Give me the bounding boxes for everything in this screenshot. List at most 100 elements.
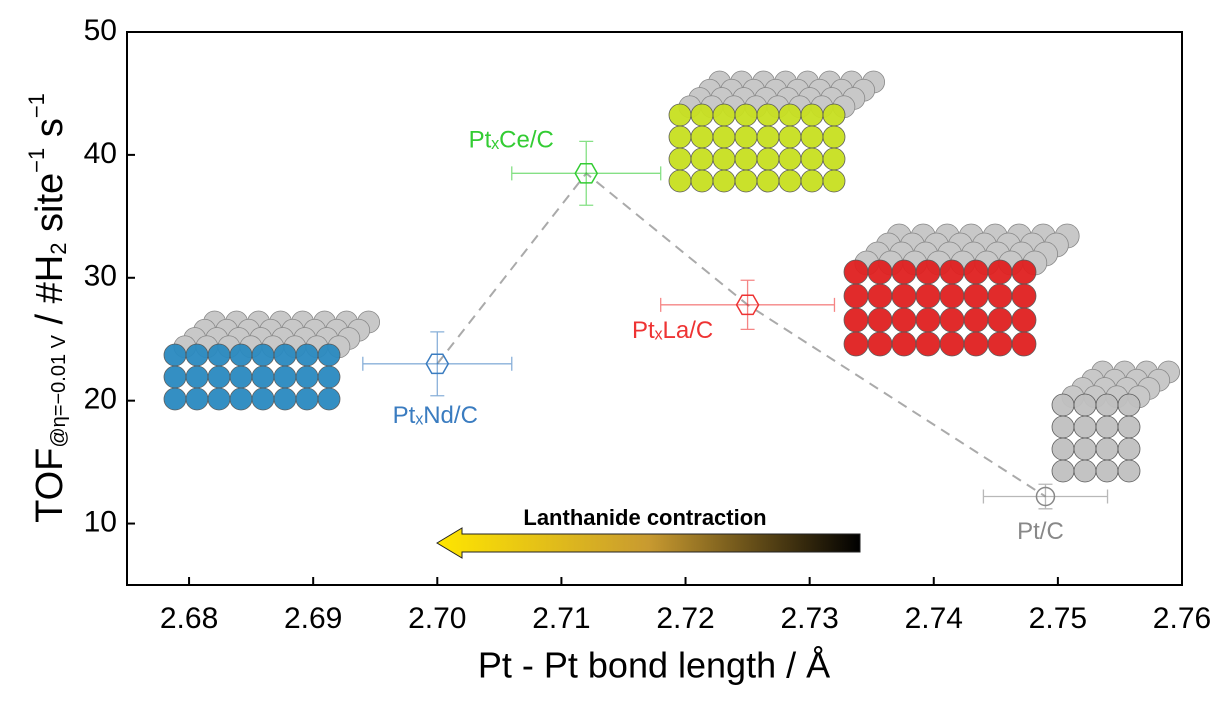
atom — [1073, 393, 1097, 417]
y-error-bar — [740, 279, 755, 331]
atom — [295, 365, 319, 389]
atom — [822, 125, 846, 149]
atom — [185, 343, 209, 367]
atom — [987, 259, 1013, 285]
atom — [690, 147, 714, 171]
atom — [939, 331, 965, 357]
atom — [963, 331, 989, 357]
atom — [800, 169, 824, 193]
atom — [939, 283, 965, 309]
atom — [915, 331, 941, 357]
atom — [756, 169, 780, 193]
atom — [987, 307, 1013, 333]
atom — [251, 387, 275, 411]
y-error-bar — [1038, 483, 1053, 510]
atom — [207, 387, 231, 411]
x-tick-label: 2.73 — [780, 602, 838, 635]
atom — [1011, 307, 1037, 333]
y-tick-label: 40 — [84, 137, 117, 170]
atom — [867, 259, 893, 285]
atom — [1073, 459, 1097, 483]
y-label-part: TOF — [29, 448, 71, 523]
atom — [295, 343, 319, 367]
atom — [1117, 459, 1141, 483]
atom — [843, 259, 869, 285]
contraction-arrow — [436, 527, 861, 559]
x-tick-label: 2.76 — [1153, 602, 1211, 635]
atom — [229, 343, 253, 367]
atom — [734, 169, 758, 193]
atom — [1051, 415, 1075, 439]
atom — [963, 259, 989, 285]
atom — [712, 103, 736, 127]
plot-frame — [126, 31, 1183, 586]
atom — [867, 331, 893, 357]
atom — [251, 343, 275, 367]
atom — [891, 307, 917, 333]
y-label-part: site — [29, 173, 71, 243]
atom — [690, 169, 714, 193]
atom — [756, 103, 780, 127]
atom — [690, 125, 714, 149]
atom — [712, 169, 736, 193]
atom — [1073, 437, 1097, 461]
atom — [668, 169, 692, 193]
atom — [1051, 437, 1075, 461]
atom — [867, 283, 893, 309]
atom — [1011, 283, 1037, 309]
y-error-bar — [579, 140, 594, 206]
y-label-part: @η=−0.01 V — [48, 334, 70, 447]
point-label: PtₓNd/C — [393, 402, 478, 429]
atom — [822, 169, 846, 193]
atom — [690, 103, 714, 127]
atom — [891, 259, 917, 285]
atom — [1051, 393, 1075, 417]
data-point — [425, 353, 450, 375]
atom — [1095, 415, 1119, 439]
atom — [1117, 437, 1141, 461]
trend-line — [436, 171, 1047, 498]
atom — [891, 283, 917, 309]
atom — [273, 343, 297, 367]
atom — [915, 283, 941, 309]
atom — [939, 307, 965, 333]
y-label-part: / #H — [29, 255, 71, 335]
x-tick-label: 2.70 — [408, 602, 466, 635]
atom — [756, 147, 780, 171]
atom — [867, 307, 893, 333]
atom — [207, 343, 231, 367]
atom — [734, 125, 758, 149]
atom — [963, 307, 989, 333]
atom — [915, 259, 941, 285]
y-tick-label: 30 — [84, 260, 117, 293]
atom — [939, 259, 965, 285]
point-label: Pt/C — [1017, 518, 1064, 545]
atom — [163, 343, 187, 367]
atom — [778, 125, 802, 149]
atom — [207, 365, 231, 389]
atom — [800, 103, 824, 127]
atom — [778, 147, 802, 171]
atom — [712, 147, 736, 171]
y-axis-label: TOF@η=−0.01 V / #H2 site−1 s−1 — [24, 93, 71, 523]
y-tick-label: 20 — [84, 383, 117, 416]
atom — [163, 387, 187, 411]
atom — [1011, 259, 1037, 285]
x-axis-label: Pt - Pt bond length / Å — [478, 645, 830, 686]
atom — [1095, 437, 1119, 461]
atom — [734, 147, 758, 171]
atom — [1117, 415, 1141, 439]
atom — [1051, 459, 1075, 483]
y-tick-label: 10 — [84, 505, 117, 538]
atom — [251, 365, 275, 389]
atom — [822, 147, 846, 171]
atom — [843, 283, 869, 309]
y-tick-label: 50 — [84, 14, 117, 47]
atom — [317, 343, 341, 367]
atom — [668, 147, 692, 171]
x-tick-label: 2.69 — [284, 602, 342, 635]
atom — [778, 169, 802, 193]
point-label: PtₓCe/C — [469, 127, 554, 154]
atom — [843, 307, 869, 333]
